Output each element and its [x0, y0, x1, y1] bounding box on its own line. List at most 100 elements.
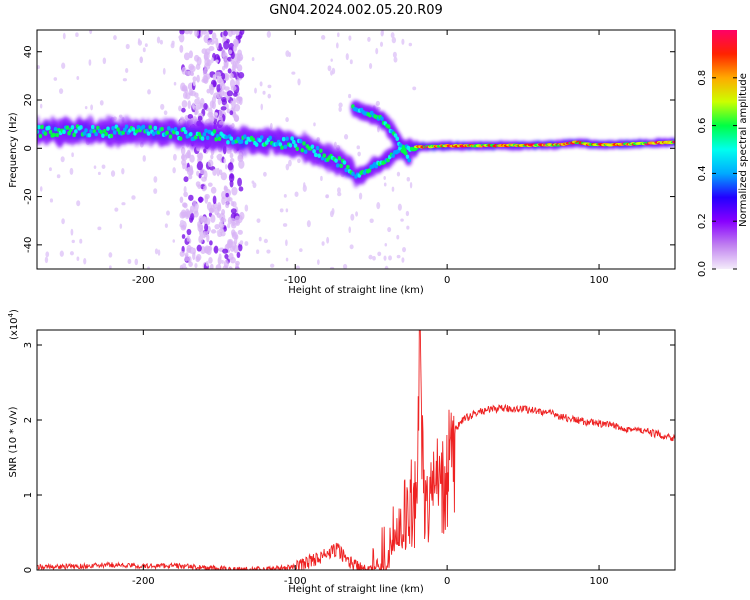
band-core	[124, 124, 129, 129]
noise-speck	[147, 266, 151, 269]
band-core	[405, 154, 410, 159]
noise-speck	[209, 39, 216, 45]
band-core	[131, 127, 136, 132]
noise-speck	[183, 176, 189, 183]
noise-speck	[396, 171, 401, 177]
noise-speck	[228, 49, 233, 55]
noise-speck	[210, 204, 215, 213]
noise-speck	[204, 223, 209, 232]
band-core	[374, 164, 379, 169]
band-core	[101, 133, 105, 138]
noise-speck	[153, 188, 158, 194]
noise-speck	[162, 67, 166, 75]
noise-speck	[236, 56, 243, 62]
noise-speck	[201, 30, 207, 35]
noise-speck	[173, 81, 177, 86]
noise-speck	[391, 36, 397, 44]
noise-speck	[90, 104, 94, 111]
band-core	[339, 163, 343, 169]
noise-speck	[396, 234, 400, 240]
noise-speck	[76, 76, 80, 81]
band-core	[166, 126, 171, 131]
noise-speck	[348, 35, 352, 41]
noise-speck	[142, 47, 146, 53]
noise-speck	[358, 192, 363, 200]
noise-speck	[227, 223, 231, 229]
noise-speck	[372, 256, 376, 261]
band-core	[224, 134, 229, 140]
y-tick-label: 40	[23, 45, 34, 58]
noise-speck	[188, 174, 193, 180]
band-core	[229, 136, 234, 141]
noise-speck	[237, 71, 245, 79]
noise-speck	[262, 90, 266, 95]
noise-speck	[48, 167, 52, 172]
noise-speck	[45, 251, 50, 258]
noise-speck	[213, 245, 219, 254]
noise-speck	[263, 238, 268, 244]
colorbar-scale	[712, 30, 737, 269]
noise-speck	[258, 236, 262, 242]
noise-speck	[70, 228, 74, 236]
noise-speck	[205, 260, 209, 267]
band-core	[38, 133, 43, 139]
x-tick-label: -100	[284, 576, 307, 587]
snr-x-ticks: -200 -100 0 100	[132, 330, 609, 587]
noise-speck	[206, 88, 211, 94]
noise-speck	[210, 57, 214, 64]
noise-speck	[181, 66, 187, 75]
noise-speck	[56, 174, 61, 179]
noise-speck	[216, 230, 220, 234]
noise-speck	[186, 167, 191, 172]
noise-speck	[206, 31, 210, 37]
band-core	[151, 131, 156, 136]
y-tick-label: 0	[23, 145, 34, 151]
band-core	[319, 148, 323, 153]
y-tick-label: -20	[23, 188, 34, 204]
noise-speck	[342, 263, 348, 269]
band-core	[168, 134, 173, 139]
noise-speck	[179, 196, 184, 204]
band-core	[89, 129, 93, 134]
noise-speck	[209, 264, 214, 269]
band-core	[337, 156, 342, 161]
noise-speck	[44, 256, 49, 264]
band-core	[188, 131, 193, 137]
noise-speck	[282, 223, 288, 227]
snr-panel: -200 -100 0 100 0 1 2 3 Height of straight lin…	[7, 309, 676, 595]
noise-speck	[215, 59, 219, 63]
noise-speck	[172, 167, 176, 174]
noise-speck	[179, 219, 185, 226]
x-tick-label: 100	[590, 576, 609, 587]
noise-speck	[196, 56, 202, 66]
noise-speck	[153, 176, 158, 183]
band-core	[173, 127, 178, 132]
noise-speck	[350, 213, 355, 221]
noise-speck	[259, 81, 263, 87]
band-core	[87, 133, 92, 138]
noise-speck	[215, 168, 219, 172]
noise-speck	[212, 80, 217, 88]
noise-speck	[345, 53, 349, 61]
spectrogram-frame	[36, 29, 676, 270]
noise-speck	[226, 95, 230, 101]
noise-speck	[297, 158, 301, 164]
noise-speck	[102, 57, 107, 65]
noise-speck	[229, 256, 236, 264]
band-core	[72, 132, 76, 138]
noise-speck	[224, 253, 229, 260]
noise-speck	[97, 171, 101, 176]
noise-speck	[237, 154, 244, 163]
band-core	[204, 128, 208, 134]
noise-speck	[384, 265, 389, 269]
noise-speck	[412, 86, 417, 91]
noise-speck	[405, 210, 410, 217]
noise-speck	[218, 253, 222, 261]
colorbar-tick-label: 0.4	[697, 165, 708, 181]
x-tick-label: -100	[284, 275, 307, 286]
noise-speck	[75, 32, 79, 37]
noise-speck	[147, 89, 151, 95]
noise-speck	[200, 231, 203, 239]
noise-speck	[76, 256, 80, 261]
